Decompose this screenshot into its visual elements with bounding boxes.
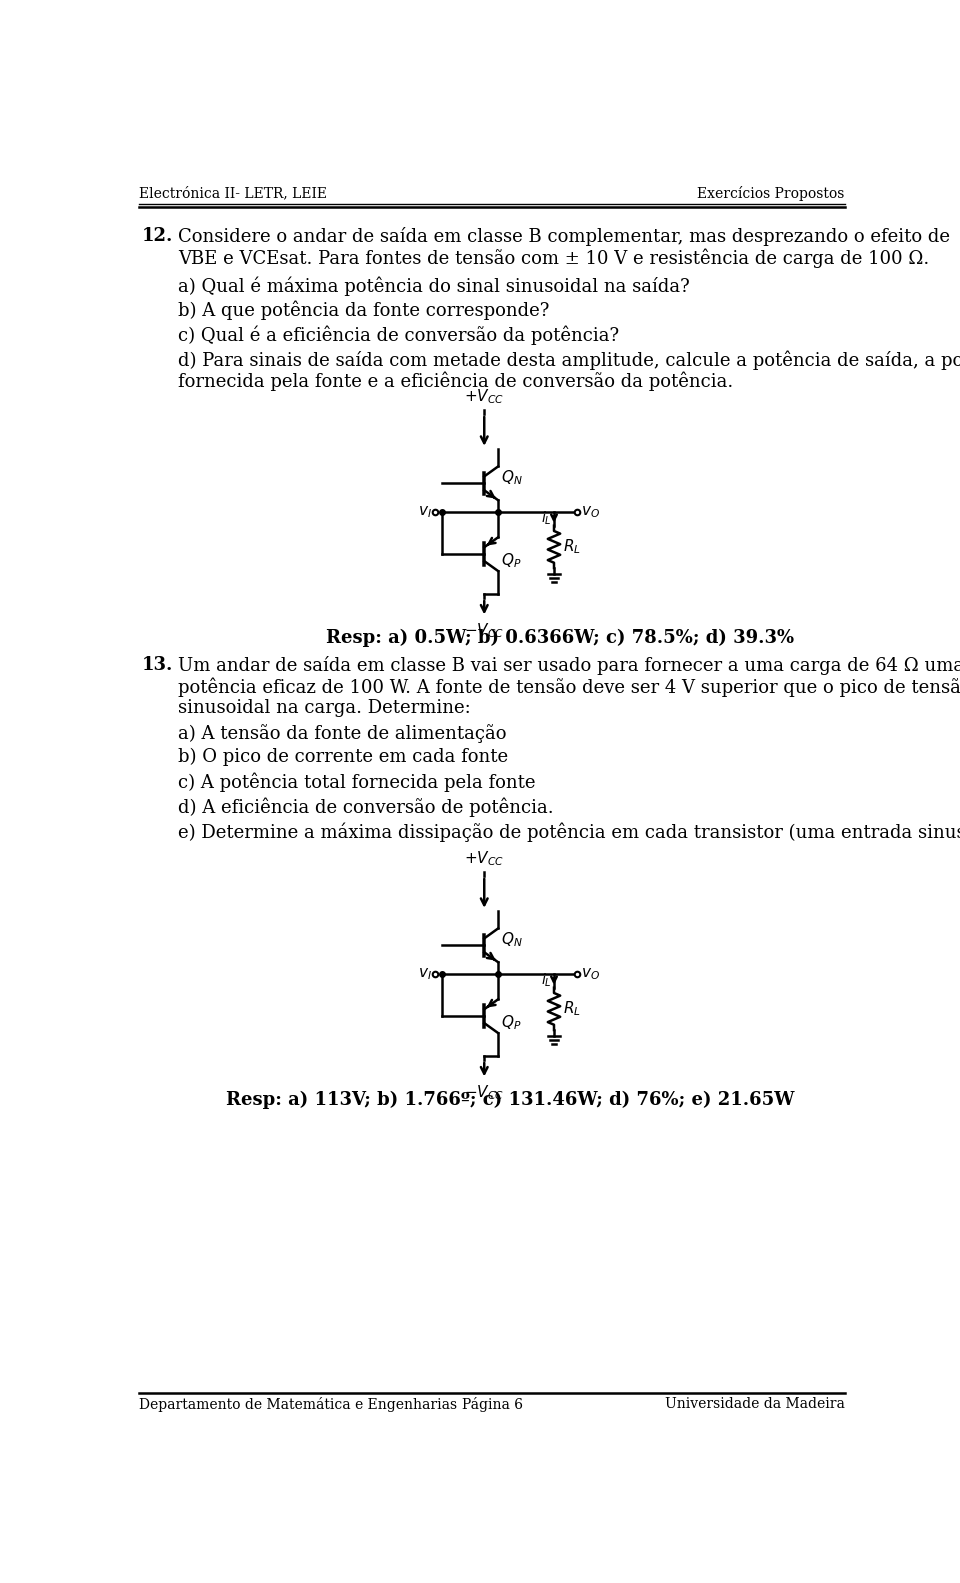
Text: $R_L$: $R_L$ bbox=[564, 999, 581, 1018]
Text: $+V_{CC}$: $+V_{CC}$ bbox=[465, 850, 504, 869]
Text: Página 6: Página 6 bbox=[462, 1398, 522, 1412]
Text: Universidade da Madeira: Universidade da Madeira bbox=[664, 1398, 845, 1412]
Text: $+V_{CC}$: $+V_{CC}$ bbox=[465, 388, 504, 407]
Text: Resp: a) 113V; b) 1.766º; c) 131.46W; d) 76%; e) 21.65W: Resp: a) 113V; b) 1.766º; c) 131.46W; d)… bbox=[226, 1091, 794, 1110]
Text: $v_I$: $v_I$ bbox=[418, 503, 432, 519]
Text: VBE e VCEsat. Para fontes de tensão com ± 10 V e resistência de carga de 100 Ω.: VBE e VCEsat. Para fontes de tensão com … bbox=[179, 249, 929, 268]
Text: d) A eficiência de conversão de potência.: d) A eficiência de conversão de potência… bbox=[179, 798, 554, 817]
Text: $-V_{CC}$: $-V_{CC}$ bbox=[465, 621, 504, 640]
Text: $R_L$: $R_L$ bbox=[564, 538, 581, 556]
Text: c) Qual é a eficiência de conversão da potência?: c) Qual é a eficiência de conversão da p… bbox=[179, 326, 619, 345]
Text: Resp: a) 0.5W; b) 0.6366W; c) 78.5%; d) 39.3%: Resp: a) 0.5W; b) 0.6366W; c) 78.5%; d) … bbox=[326, 628, 794, 647]
Text: $Q_P$: $Q_P$ bbox=[501, 1013, 521, 1032]
Text: fornecida pela fonte e a eficiência de conversão da potência.: fornecida pela fonte e a eficiência de c… bbox=[179, 372, 733, 391]
Text: $v_O$: $v_O$ bbox=[581, 966, 600, 981]
Text: a) Qual é máxima potência do sinal sinusoidal na saída?: a) Qual é máxima potência do sinal sinus… bbox=[179, 275, 690, 296]
Text: sinusoidal na carga. Determine:: sinusoidal na carga. Determine: bbox=[179, 700, 470, 717]
Text: a) A tensão da fonte de alimentação: a) A tensão da fonte de alimentação bbox=[179, 723, 507, 742]
Text: Um andar de saída em classe B vai ser usado para fornecer a uma carga de 64 Ω um: Um andar de saída em classe B vai ser us… bbox=[179, 655, 960, 674]
Text: Electrónica II- LETR, LEIE: Electrónica II- LETR, LEIE bbox=[139, 187, 327, 201]
Text: 12.: 12. bbox=[142, 226, 173, 245]
Text: $Q_N$: $Q_N$ bbox=[501, 469, 523, 486]
Text: 13.: 13. bbox=[142, 655, 173, 674]
Text: $Q_N$: $Q_N$ bbox=[501, 929, 523, 948]
Text: c) A potência total fornecida pela fonte: c) A potência total fornecida pela fonte bbox=[179, 773, 536, 793]
Text: $i_L$: $i_L$ bbox=[541, 972, 552, 989]
Text: b) O pico de corrente em cada fonte: b) O pico de corrente em cada fonte bbox=[179, 749, 508, 766]
Text: $i_L$: $i_L$ bbox=[541, 510, 552, 527]
Text: $v_O$: $v_O$ bbox=[581, 503, 600, 519]
Text: Departamento de Matemática e Engenharias: Departamento de Matemática e Engenharias bbox=[139, 1398, 458, 1412]
Text: Exercícios Propostos: Exercícios Propostos bbox=[697, 185, 845, 201]
Text: $-V_{CC}$: $-V_{CC}$ bbox=[465, 1083, 504, 1102]
Text: $Q_P$: $Q_P$ bbox=[501, 551, 521, 570]
Text: $v_I$: $v_I$ bbox=[418, 966, 432, 981]
Text: Considere o andar de saída em classe B complementar, mas desprezando o efeito de: Considere o andar de saída em classe B c… bbox=[179, 226, 950, 245]
Text: d) Para sinais de saída com metade desta amplitude, calcule a potência de saída,: d) Para sinais de saída com metade desta… bbox=[179, 350, 960, 369]
Text: potência eficaz de 100 W. A fonte de tensão deve ser 4 V superior que o pico de : potência eficaz de 100 W. A fonte de ten… bbox=[179, 678, 960, 697]
Text: b) A que potência da fonte corresponde?: b) A que potência da fonte corresponde? bbox=[179, 301, 549, 320]
Text: e) Determine a máxima dissipação de potência em cada transistor (uma entrada sin: e) Determine a máxima dissipação de potê… bbox=[179, 822, 960, 842]
